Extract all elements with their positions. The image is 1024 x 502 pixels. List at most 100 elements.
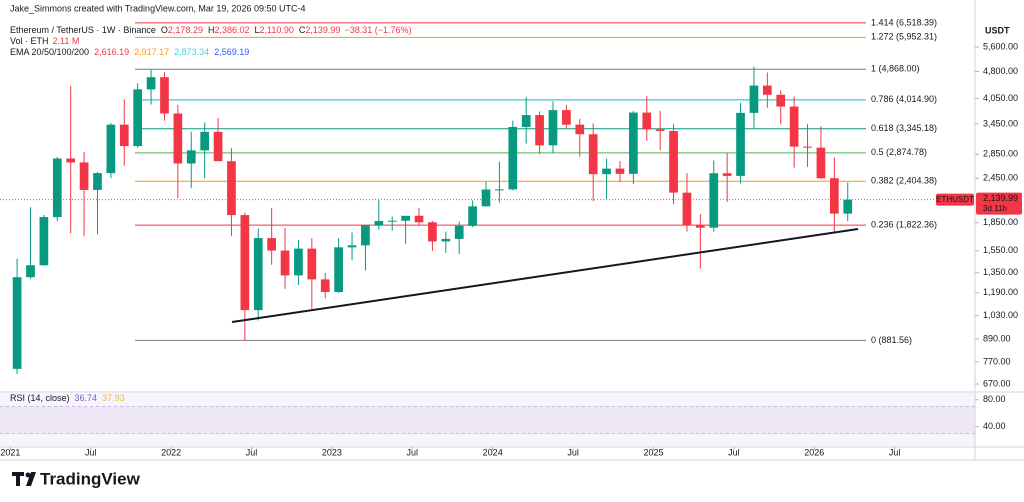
price-tag [976, 192, 1022, 215]
rsi-tick-label: 40.00 [983, 421, 1006, 431]
candle-body [374, 221, 384, 226]
x-tick-label: Jul [407, 447, 419, 457]
candle-body [227, 161, 236, 216]
rsi-tick-label: 80.00 [983, 394, 1006, 404]
x-tick-label: Jul [85, 447, 97, 457]
candle-body [79, 162, 89, 190]
candle-body [508, 126, 518, 190]
change: −38.31 (−1.76%) [344, 25, 411, 35]
y-tick-label: 3,450.00 [983, 118, 1018, 128]
candle-body [843, 199, 853, 214]
x-tick-label: Jul [246, 447, 258, 457]
candle-body [829, 178, 839, 214]
ohlc-value: 2,110.90 [260, 25, 294, 35]
symbol-name: Ethereum / TetherUS · 1W · Binance [10, 25, 156, 35]
ohlc-value: 2,139.99 [305, 25, 340, 35]
y-tick-label: 1,350.00 [983, 267, 1018, 277]
candle-body [789, 106, 799, 147]
candle-body [52, 158, 62, 218]
candle-body [454, 225, 464, 239]
candle-body [535, 115, 544, 146]
ema-value: 2,569.19 [214, 47, 249, 57]
candle-body [615, 168, 625, 174]
candle-body [575, 124, 585, 135]
candle-body [401, 215, 410, 221]
currency: USDT [985, 25, 1010, 35]
candle-body [588, 134, 598, 175]
candle-body [240, 215, 250, 311]
candle-body [66, 158, 76, 163]
ohlc-key: L [255, 25, 260, 35]
candle-body [200, 131, 210, 151]
candle-body [12, 277, 22, 369]
symbol-tag-label: ETHUSDT [936, 195, 974, 204]
credit: Jake_Simmons created with TradingView.co… [10, 3, 305, 13]
x-tick-label: 2023 [322, 447, 342, 457]
candle-body [548, 110, 558, 146]
x-tick-label: 2022 [161, 447, 181, 457]
candle-body [803, 146, 812, 148]
price-tag-label: 2,139.99 [983, 193, 1018, 203]
logo-dot [25, 472, 31, 478]
ohlc-value: 2,178.29 [168, 25, 203, 35]
ema-value: 2,616.19 [94, 47, 129, 57]
fib-label: 1.272 (5,952.31) [871, 32, 937, 42]
ohlc-key: C [299, 25, 306, 35]
rsi-label: RSI (14, close) [10, 393, 70, 403]
fib-label: 0 (881.56) [871, 335, 912, 345]
fib-label: 1 (4,868.00) [871, 64, 920, 74]
y-tick-label: 5,600.00 [983, 41, 1018, 51]
candle-body [307, 248, 317, 280]
candle-body [361, 225, 370, 246]
candle-body [682, 192, 692, 226]
candle-body [602, 168, 611, 175]
fib-label: 0.382 (2,404.38) [871, 176, 937, 186]
candle-body [669, 130, 678, 193]
x-tick-label: 2024 [483, 447, 503, 457]
candle-body [280, 250, 290, 276]
candle-body [160, 77, 169, 114]
fib-label: 1.414 (6,518.39) [871, 17, 937, 27]
volume-value: 2.11 M [53, 36, 80, 46]
candle-body [495, 189, 504, 191]
candle-body [213, 131, 223, 162]
countdown: 3d 11h [983, 204, 1007, 213]
rsi-signal: 37.93 [102, 393, 125, 403]
fib-label: 0.786 (4,014.90) [871, 94, 937, 104]
y-tick-label: 1,190.00 [983, 287, 1018, 297]
candle-body [562, 110, 571, 125]
candle-body [481, 189, 491, 207]
symbol: Ethereum / TetherUS · 1W · Binance O2,178… [10, 25, 412, 35]
candle-body [816, 147, 826, 179]
ema-value: 2,917.17 [134, 47, 169, 57]
x-tick-label: 2025 [643, 447, 663, 457]
symbol-tag [936, 193, 974, 206]
y-tick-label: 1,030.00 [983, 310, 1018, 320]
candle-body [736, 112, 745, 176]
y-tick-label: 1,850.00 [983, 217, 1018, 227]
candle-body [387, 220, 397, 222]
candle-body [762, 85, 772, 95]
y-tick-label: 4,050.00 [983, 93, 1018, 103]
candle-body [468, 206, 477, 226]
rsi-band [0, 406, 975, 434]
logo: TradingView [12, 469, 141, 488]
candle-body [93, 173, 102, 190]
candle-body [749, 85, 759, 113]
y-tick-label: 770.00 [983, 356, 1011, 366]
ohlc-key: H [208, 25, 215, 35]
candle-body [521, 115, 531, 127]
candle-body [334, 247, 343, 293]
volume-label: Vol · ETH [10, 36, 49, 46]
candle-body [253, 238, 263, 311]
candle-body [320, 279, 330, 293]
rsi-value: 36.74 [75, 393, 98, 403]
ema-value: 2,873.34 [174, 47, 209, 57]
candle-body [173, 113, 183, 164]
candle-body [642, 112, 652, 130]
candle-body [146, 77, 156, 90]
x-tick-label: 2026 [804, 447, 824, 457]
y-tick-label: 1,550.00 [983, 245, 1018, 255]
trend-line [231, 228, 859, 323]
candle-body [722, 173, 732, 176]
